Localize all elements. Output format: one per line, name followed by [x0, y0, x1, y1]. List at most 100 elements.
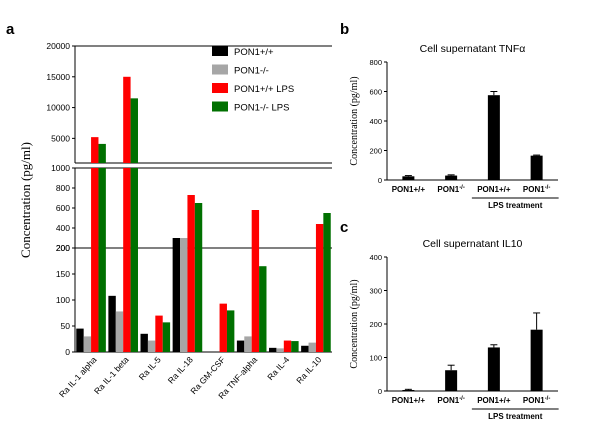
chart-c-category-superscript: -/- [459, 396, 465, 402]
a-legend-swatch [212, 83, 228, 93]
chart-b-ylabel: Concentration (pg/ml) [349, 76, 360, 165]
chart-c-ytick-label: 0 [378, 387, 382, 396]
chart-c-category-text: PON1 [523, 396, 545, 405]
a-ytick-label: 5000 [51, 133, 70, 143]
chart-b-category-label: PON1-/- [437, 185, 464, 194]
a-bar [308, 342, 316, 352]
a-bar [315, 224, 324, 248]
a-bar [259, 266, 267, 352]
a-bar [91, 168, 99, 248]
panel-letter-b: b [340, 21, 349, 38]
a-bar [180, 238, 188, 248]
chart-c-bar [487, 347, 500, 391]
a-bar [91, 137, 99, 163]
a-bar [219, 303, 227, 352]
a-bar [291, 341, 299, 352]
a-ytick-label: 800 [56, 183, 70, 193]
chart-c-category-label: PON1+/+ [477, 396, 511, 405]
a-legend-swatch [212, 64, 228, 75]
a-category-label: Ra IL-5 [137, 354, 163, 382]
chart-a: 0501001502002004006008001000500010000150… [18, 41, 332, 401]
chart-c-bar [530, 329, 543, 391]
a-legend-swatch [212, 101, 228, 112]
chart-c-category-label: PON1-/- [523, 396, 550, 405]
a-bar [123, 76, 131, 163]
a-ytick-label: 100 [56, 295, 70, 305]
chart-b-category-superscript: -/- [459, 185, 465, 191]
a-ytick-label: 0 [65, 347, 70, 357]
a-legend-label: PON1+/+ LPS [234, 84, 294, 95]
a-bar [315, 248, 324, 352]
a-bar [123, 248, 131, 352]
chart-b-bar [487, 95, 500, 180]
chart-c-group-label: LPS treatment [488, 412, 543, 421]
a-ytick-label: 15000 [46, 72, 70, 82]
a-legend-label: PON1-/- [234, 66, 269, 77]
a-bar [244, 336, 252, 352]
chart-c-bar [402, 389, 415, 391]
chart-b-ytick-label: 600 [369, 88, 382, 97]
a-bar [98, 143, 106, 163]
chart-c-ytick-label: 400 [369, 253, 382, 262]
a-bar [194, 248, 203, 352]
a-bar [140, 333, 148, 352]
a-bar [194, 203, 203, 248]
a-bar [226, 310, 235, 352]
a-bar [180, 248, 188, 352]
chart-b-category-text: PON1+/+ [392, 185, 426, 194]
chart-b-category-text: PON1 [523, 185, 545, 194]
a-ytick-label: 50 [61, 321, 71, 331]
chart-c-category-superscript: -/- [545, 396, 551, 402]
chart-b-bar [530, 155, 543, 180]
a-ytick-label: 150 [56, 269, 70, 279]
a-bar [236, 340, 245, 352]
chart-c-category-text: PON1+/+ [392, 396, 426, 405]
chart-b-bar [445, 175, 458, 180]
chart-c-ylabel: Concentration (pg/ml) [349, 279, 360, 368]
a-bar [251, 210, 260, 248]
a-bar [76, 328, 84, 352]
a-bar [130, 168, 138, 248]
chart-c-category-text: PON1+/+ [477, 396, 511, 405]
a-category-label: Ra IL-10 [294, 354, 323, 385]
a-bar [283, 340, 292, 352]
chart-b-title: Cell supernatant TNFα [420, 43, 526, 55]
a-bar [123, 168, 131, 248]
chart-b-ytick-label: 400 [369, 117, 382, 126]
a-bar [83, 336, 92, 352]
a-bar [98, 168, 106, 248]
a-bar [115, 311, 124, 352]
chart-b-ytick-label: 200 [369, 147, 382, 156]
a-bar [172, 248, 181, 352]
a-bar [98, 248, 106, 352]
a-bar [130, 248, 138, 352]
chart-c-category-label: PON1-/- [437, 396, 464, 405]
a-ylabel: Concentration (pg/ml) [18, 142, 33, 258]
chart-c-bar [445, 370, 458, 391]
a-category-label: Ra IL-1 alpha [57, 354, 99, 399]
panel-letter-c: c [340, 219, 348, 236]
a-legend-swatch [212, 46, 228, 56]
chart-b-ytick-label: 0 [378, 176, 382, 185]
a-ytick-label: 600 [56, 203, 70, 213]
a-ytick-label: 200 [56, 243, 70, 253]
chart-b-category-label: PON1+/+ [392, 185, 426, 194]
chart-b-category-label: PON1-/- [523, 185, 550, 194]
chart-b-ytick-label: 800 [369, 58, 382, 67]
chart-b-category-text: PON1+/+ [477, 185, 511, 194]
chart-b: 0 200 400 600 800 Cell supernatant TNFα Concen… [349, 43, 559, 210]
chart-b-category-text: PON1 [437, 185, 459, 194]
chart-c-ytick-label: 100 [369, 354, 382, 363]
a-bar [323, 213, 331, 248]
a-bar [276, 348, 284, 352]
chart-c-category-label: PON1+/+ [392, 396, 426, 405]
a-ytick-label: 1000 [51, 163, 70, 173]
chart-c-category-text: PON1 [437, 396, 459, 405]
a-bar [251, 248, 260, 352]
a-bar [172, 238, 181, 248]
a-legend-label: PON1+/+ [234, 47, 274, 58]
a-ytick-label: 10000 [46, 103, 70, 113]
a-bar [187, 195, 195, 248]
chart-c-ytick-label: 300 [369, 287, 382, 296]
